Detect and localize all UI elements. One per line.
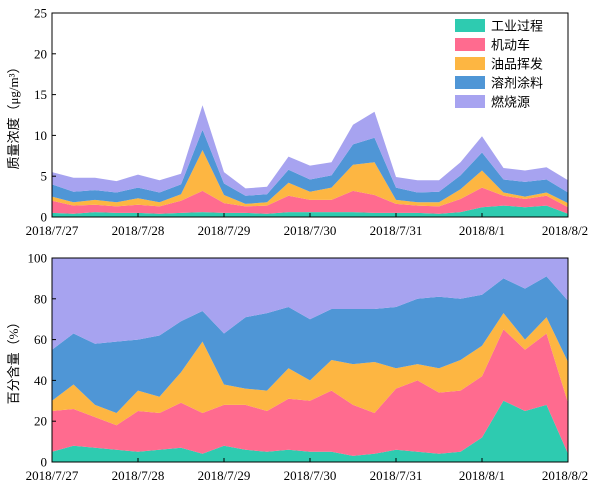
y-tick-label-1-3: 15 (34, 87, 47, 102)
y-tick-label-2-3: 60 (34, 332, 47, 347)
area-2-series-5 (52, 258, 568, 350)
x-tick-label-2-4: 2018/7/31 (370, 468, 423, 483)
legend-swatch-5 (455, 95, 485, 108)
y-tick-label-2-0: 0 (41, 455, 48, 470)
area-1-series-2 (52, 187, 568, 214)
legend-swatch-2 (455, 38, 485, 51)
y-tick-label-2-2: 40 (34, 373, 47, 388)
area-1-series-3 (52, 150, 568, 208)
x-tick-label-1-4: 2018/7/31 (370, 223, 423, 238)
x-tick-label-1-6: 2018/8/2 (542, 223, 588, 238)
area-1-series-4 (52, 129, 568, 204)
x-tick-label-2-6: 2018/8/2 (542, 468, 588, 483)
legend-label-3: 油品挥发 (491, 57, 543, 72)
y-tick-label-1-1: 5 (41, 169, 48, 184)
x-tick-label-1-1: 2018/7/28 (112, 223, 165, 238)
y-tick-label-1-2: 10 (34, 128, 47, 143)
area-2-series-1 (52, 400, 568, 462)
x-tick-label-1-5: 2018/8/1 (459, 223, 505, 238)
x-tick-label-2-1: 2018/7/28 (112, 468, 165, 483)
legend-label-2: 机动车 (491, 38, 530, 53)
area-2-series-4 (52, 276, 568, 413)
x-tick-label-2-2: 2018/7/29 (198, 468, 251, 483)
y-tick-label-2-1: 20 (34, 414, 47, 429)
x-tick-label-2-0: 2018/7/27 (26, 468, 79, 483)
y-tick-label-2-4: 80 (34, 291, 47, 306)
chart-panel-1: 0 5 10 15 20 25 2018/7/27 2018/7/28 2018/7/29 201… (6, 6, 588, 239)
y-tick-label-1-0: 0 (41, 210, 48, 225)
legend-label-4: 溶剂涂料 (491, 76, 543, 91)
x-tick-label-1-0: 2018/7/27 (26, 223, 79, 238)
chart-panel-2: 0 20 40 60 80 100 2018/7/27 2018/7/28 2018/7/29 2… (6, 251, 588, 484)
legend-label-5: 燃烧源 (491, 95, 530, 110)
area-2-series-2 (52, 329, 568, 456)
area-1-series-5 (52, 105, 568, 196)
x-tick-label-2-3: 2018/7/30 (284, 468, 337, 483)
area-1-series-1 (52, 205, 568, 217)
x-tick-label-2-5: 2018/8/1 (459, 468, 505, 483)
area-2-series-3 (52, 313, 568, 426)
x-tick-label-1-2: 2018/7/29 (198, 223, 251, 238)
legend-swatch-4 (455, 76, 485, 89)
legend-swatch-1 (455, 19, 485, 32)
y-tick-label-1-4: 20 (34, 46, 47, 61)
x-tick-label-1-3: 2018/7/30 (284, 223, 337, 238)
legend-swatch-3 (455, 57, 485, 70)
legend-label-1: 工业过程 (491, 19, 543, 34)
y-axis-title-2: 百分含量（%） (6, 316, 21, 405)
y-axis-title-1: 质量浓度（μg/m³） (6, 60, 21, 169)
y-tick-label-2-5: 100 (28, 251, 48, 266)
y-tick-label-1-5: 25 (34, 6, 47, 21)
